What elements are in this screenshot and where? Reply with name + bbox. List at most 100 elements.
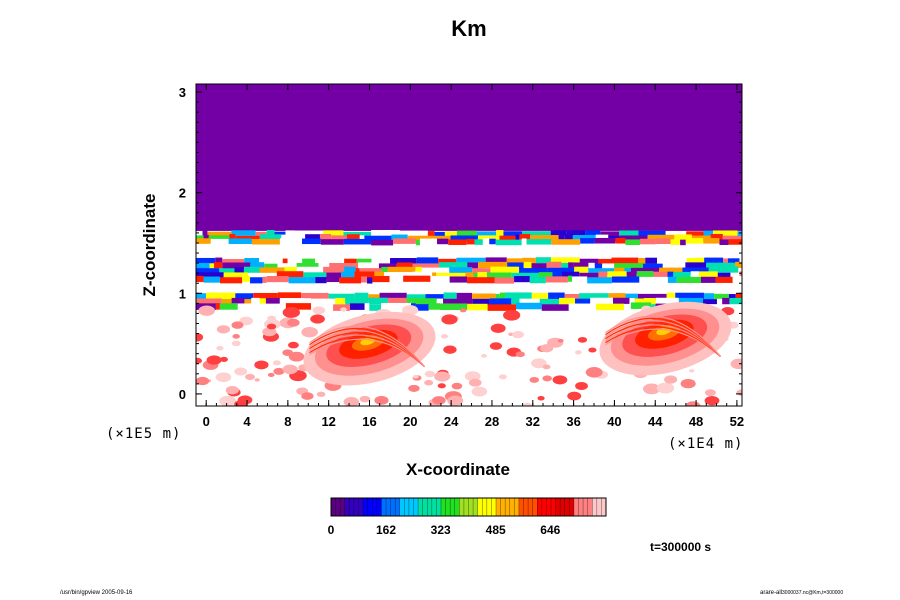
speckle: [704, 389, 716, 397]
colorbar-cell: [395, 498, 401, 516]
band-cell: [531, 263, 547, 270]
speckle: [642, 383, 661, 395]
band-cell: [499, 235, 516, 242]
band-cell: [515, 302, 542, 310]
colorbar-cell: [340, 498, 346, 516]
band-cell: [561, 271, 580, 278]
band-cell: [339, 277, 361, 284]
colorbar-cell: [367, 498, 373, 516]
colorbar-cell: [477, 498, 483, 516]
colorbar-cell: [573, 498, 579, 516]
band-cell: [486, 272, 512, 279]
band-cell: [303, 298, 312, 305]
colorbar-cell: [551, 498, 557, 516]
x-tick-label: 20: [403, 414, 417, 429]
time-label: t=300000 s: [650, 540, 712, 554]
band-cell: [598, 258, 612, 266]
band-cell: [371, 230, 400, 236]
band-cell: [302, 258, 315, 265]
band-cell: [477, 271, 487, 279]
band-cell: [379, 292, 407, 300]
colorbar-tick-label: 323: [431, 523, 451, 537]
speckle: [542, 375, 552, 382]
band-cell: [439, 303, 468, 310]
band-cell: [716, 298, 723, 306]
band-cell: [196, 262, 210, 270]
band-cell: [259, 267, 285, 274]
band-cell: [390, 258, 417, 265]
band-cell: [296, 263, 319, 270]
band-cell: [511, 297, 520, 305]
band-cell: [643, 297, 656, 305]
band-cell: [346, 234, 360, 240]
band-cell: [381, 302, 411, 310]
speckle: [531, 358, 547, 369]
band-cell: [262, 276, 267, 283]
band-cell: [550, 230, 567, 236]
band-cell: [350, 303, 365, 310]
speckle: [288, 341, 299, 349]
speckle: [408, 384, 420, 392]
band-cell: [450, 235, 478, 241]
band-cell: [703, 299, 717, 306]
band-cell: [436, 298, 444, 306]
band-cell: [514, 276, 530, 283]
band-cell: [568, 262, 574, 269]
band-cell: [456, 257, 486, 264]
colorbar-cell: [418, 498, 424, 516]
x-tick-label: 32: [526, 414, 540, 429]
colorbar-cell: [569, 498, 575, 516]
speckle: [273, 367, 285, 375]
speckle: [512, 331, 524, 339]
band-cell: [231, 230, 256, 236]
band-cell: [495, 239, 522, 246]
band-cell: [682, 267, 709, 274]
band-cell: [372, 276, 390, 283]
speckle: [451, 382, 463, 390]
speckle: [254, 360, 269, 370]
band-cell: [467, 277, 495, 284]
band-cell: [608, 293, 626, 300]
band-cell: [523, 261, 532, 269]
band-cell: [519, 234, 531, 240]
band-cell: [521, 238, 527, 244]
band-cell: [673, 271, 691, 279]
band-cell: [406, 298, 412, 305]
colorbar-cell: [353, 498, 359, 516]
plume-arc: [605, 328, 721, 358]
band-cell: [326, 275, 340, 283]
speckle: [288, 351, 305, 362]
band-cell: [253, 292, 278, 300]
band-cell: [686, 231, 704, 237]
colorbar-cell: [578, 498, 584, 516]
band-cell: [222, 262, 251, 269]
band-cell: [302, 238, 321, 245]
band-cell: [624, 303, 631, 311]
colorbar-tick-label: 0: [328, 523, 335, 537]
speckle: [266, 323, 277, 330]
band-cell: [738, 268, 742, 275]
band-cell: [539, 298, 560, 306]
band-cell: [412, 263, 440, 270]
speckle: [432, 396, 446, 405]
band-cell: [634, 298, 644, 306]
band-cell: [333, 304, 351, 311]
band-cell: [319, 233, 332, 240]
colorbar-cell: [450, 498, 456, 516]
band-cell: [667, 276, 677, 283]
band-cell: [643, 263, 663, 270]
speckle: [685, 401, 701, 406]
band-cell: [574, 266, 589, 273]
band-cell: [706, 262, 736, 269]
band-cell: [639, 276, 668, 284]
band-cell: [466, 238, 475, 245]
speckle: [198, 305, 215, 316]
band-cell: [550, 257, 580, 264]
band-cell: [476, 231, 497, 237]
colorbar-cell: [491, 498, 497, 516]
colorbar-cell: [372, 498, 378, 516]
band-cell: [698, 271, 718, 278]
band-cell: [607, 271, 627, 278]
colorbar-cell: [404, 498, 410, 516]
band-cell: [359, 235, 365, 241]
